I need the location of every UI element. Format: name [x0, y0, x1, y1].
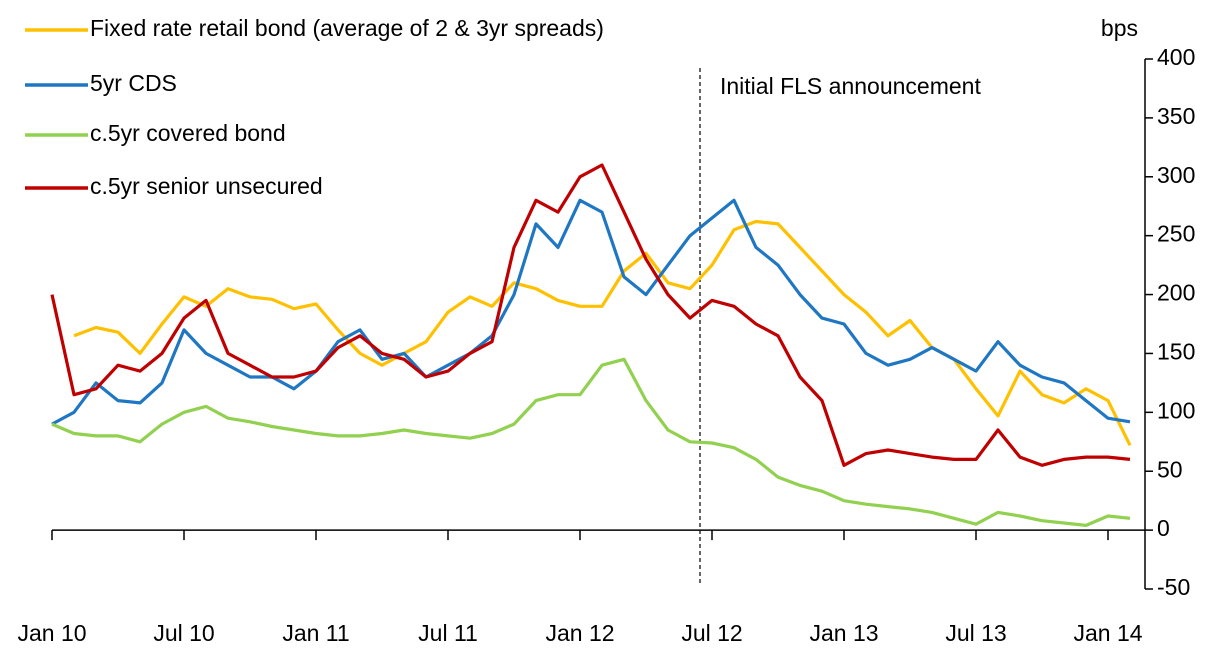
- series-line: [51, 198, 1131, 426]
- legend-label: c.5yr covered bond: [90, 120, 286, 146]
- legend-label: c.5yr senior unsecured: [90, 173, 323, 199]
- x-tick-label: Jul 10: [153, 620, 214, 646]
- y-tick-label: 50: [1157, 456, 1183, 482]
- x-tick-label: Jul 11: [418, 620, 478, 646]
- y-tick-label: 300: [1157, 162, 1195, 188]
- x-tick-label: Jan 11: [282, 620, 349, 646]
- y-tick-label: 400: [1157, 44, 1195, 70]
- y-tick-label: 250: [1157, 221, 1195, 247]
- x-tick-label: Jan 12: [545, 620, 614, 646]
- x-tick-label: Jul 12: [681, 620, 742, 646]
- y-tick-label: -50: [1157, 574, 1190, 600]
- x-tick-label: Jan 13: [809, 620, 878, 646]
- series-line: [73, 219, 1132, 447]
- annotation: Initial FLS announcement: [720, 73, 981, 99]
- x-tick-label: Jan 14: [1073, 620, 1142, 646]
- y-tick-label: 200: [1157, 280, 1195, 306]
- series-line: [51, 357, 1131, 527]
- y-tick-label: 350: [1157, 103, 1195, 129]
- legend-label: 5yr CDS: [90, 70, 177, 96]
- y-axis-label: bps: [1101, 15, 1138, 41]
- legend-label: Fixed rate retail bond (average of 2 & 3…: [90, 15, 604, 41]
- series-line: [50, 163, 1131, 467]
- y-tick-label: 150: [1157, 339, 1195, 365]
- y-tick-label: 100: [1157, 397, 1195, 423]
- y-tick-label: 0: [1157, 515, 1170, 541]
- x-tick-label: Jul 13: [945, 620, 1006, 646]
- x-tick-label: Jan 10: [17, 620, 86, 646]
